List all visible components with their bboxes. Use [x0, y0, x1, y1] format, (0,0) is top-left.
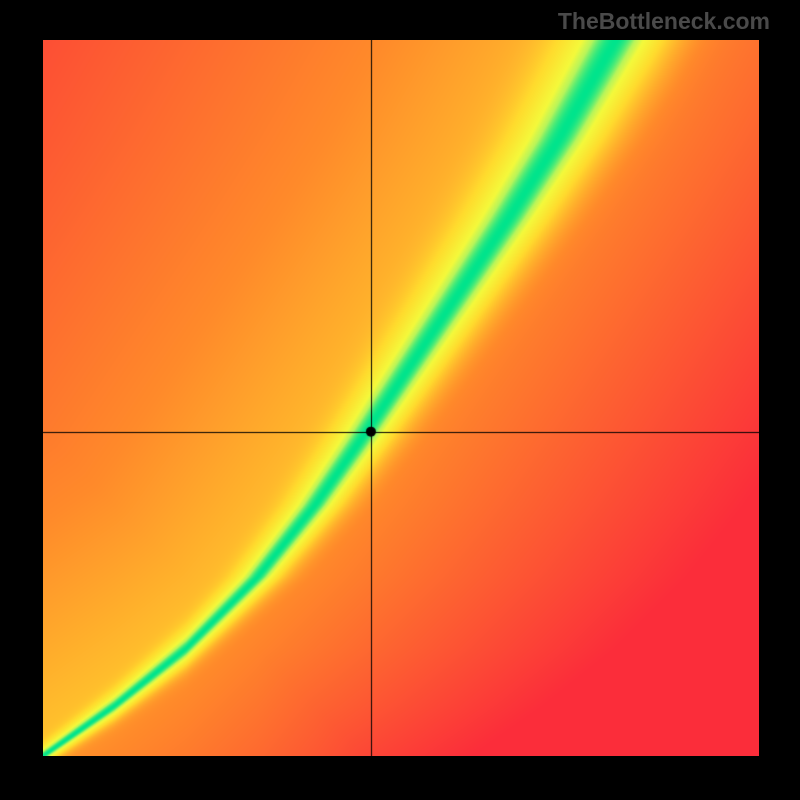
bottleneck-heatmap [43, 40, 759, 756]
watermark-text: TheBottleneck.com [558, 8, 770, 35]
chart-root: TheBottleneck.com [0, 0, 800, 800]
